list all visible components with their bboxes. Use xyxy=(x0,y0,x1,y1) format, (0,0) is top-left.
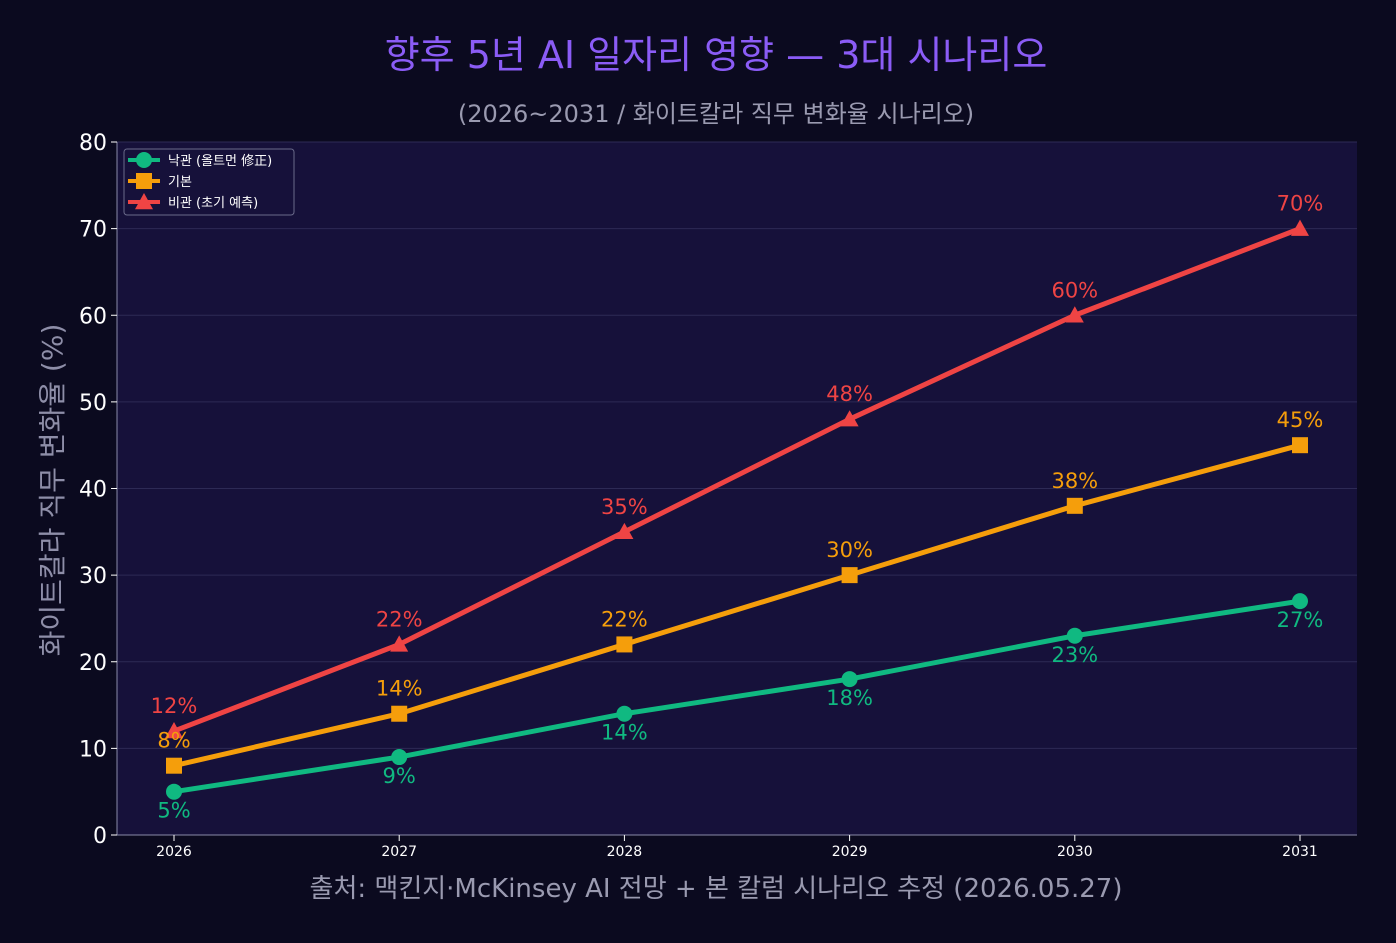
data-label: 22% xyxy=(601,607,648,631)
data-point xyxy=(391,705,408,722)
chart-title: 향후 5년 AI 일자리 영향 — 3대 시나리오 xyxy=(385,33,1048,77)
data-label: 22% xyxy=(376,607,423,631)
data-point xyxy=(841,671,858,688)
y-axis-label: 화이트칼라 직무 변화율 (%) xyxy=(36,324,69,657)
legend-label: 기본 xyxy=(168,175,192,190)
series-markers xyxy=(165,219,1309,800)
data-label: 8% xyxy=(157,729,190,753)
data-point xyxy=(616,636,633,653)
x-tick-label: 2027 xyxy=(381,844,417,860)
data-label: 70% xyxy=(1277,192,1324,216)
data-label: 27% xyxy=(1277,608,1324,632)
data-point xyxy=(166,757,182,774)
data-point xyxy=(166,783,182,800)
data-label: 12% xyxy=(151,694,198,718)
legend-box xyxy=(123,148,295,216)
data-label: 60% xyxy=(1051,278,1098,302)
y-tick-label: 0 xyxy=(93,824,107,849)
y-tick-label: 10 xyxy=(79,737,107,762)
data-point xyxy=(1065,306,1084,323)
data-labels: 5% 9% 14% 18% 23% 27% 8% 14% 22% 30% 38% 45% 12% 22% 3… xyxy=(151,192,1324,823)
series-line-1 xyxy=(171,442,1303,769)
y-tick-label: 40 xyxy=(79,478,107,503)
x-tick-label: 2031 xyxy=(1282,844,1318,860)
y-tick-label: 60 xyxy=(79,304,107,329)
series-lines xyxy=(171,226,1303,795)
legend-marker xyxy=(136,152,152,168)
y-tick-label: 20 xyxy=(79,651,107,676)
data-label: 18% xyxy=(826,686,873,710)
data-point xyxy=(390,635,409,652)
chart-subtitle: (2026~2031 / 화이트칼라 직무 변화율 시나리오) xyxy=(458,100,974,128)
data-point xyxy=(841,567,858,584)
y-axis-ticks: 0 10 20 30 40 50 60 70 80 xyxy=(79,131,117,849)
x-axis-ticks: 2026 2027 2028 2029 2030 2031 xyxy=(156,835,1318,860)
data-label: 45% xyxy=(1277,408,1324,432)
legend-label: 비관 (초기 예측) xyxy=(168,196,258,211)
data-point xyxy=(840,410,859,427)
data-label: 38% xyxy=(1051,469,1098,493)
data-point xyxy=(1291,219,1309,236)
data-label: 14% xyxy=(376,677,423,701)
series-line-2 xyxy=(171,226,1303,734)
data-point xyxy=(1066,497,1083,514)
data-label: 48% xyxy=(826,382,873,406)
data-label: 14% xyxy=(601,721,648,745)
source-note: 출처: 맥킨지·McKinsey AI 전망 + 본 칼럼 시나리오 추정 (2… xyxy=(310,874,1123,904)
data-point xyxy=(1292,593,1308,610)
legend-label: 낙관 (올트먼 修正) xyxy=(168,154,272,169)
data-point xyxy=(391,749,408,766)
series-line-0 xyxy=(171,598,1303,795)
data-label: 5% xyxy=(157,799,190,823)
x-tick-label: 2029 xyxy=(832,844,868,860)
x-tick-label: 2028 xyxy=(607,844,643,860)
data-label: 9% xyxy=(383,764,416,788)
data-point xyxy=(165,722,183,739)
x-tick-label: 2026 xyxy=(156,844,192,860)
data-point xyxy=(615,522,634,540)
data-point xyxy=(1292,437,1308,454)
y-tick-label: 70 xyxy=(79,218,107,243)
data-point xyxy=(616,705,633,722)
data-label: 23% xyxy=(1051,643,1098,667)
legend-marker xyxy=(136,173,152,189)
data-point xyxy=(1066,627,1083,644)
y-tick-label: 50 xyxy=(79,391,107,416)
x-tick-label: 2030 xyxy=(1057,844,1093,860)
data-label: 35% xyxy=(601,495,648,519)
y-tick-label: 30 xyxy=(79,564,107,589)
legend-marker xyxy=(135,193,153,210)
y-tick-label: 80 xyxy=(79,131,107,156)
data-label: 30% xyxy=(826,538,873,562)
